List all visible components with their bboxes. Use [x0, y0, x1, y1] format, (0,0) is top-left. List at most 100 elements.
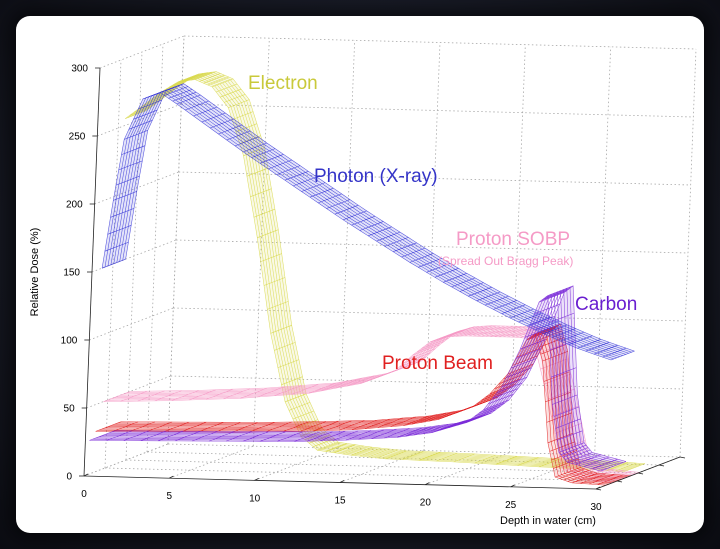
y-tick-label: 150 — [63, 268, 80, 279]
mesh-line-cross — [300, 421, 327, 432]
mesh-line-cross — [520, 339, 546, 350]
mesh-line-cross — [358, 429, 384, 440]
mesh-line-cross — [479, 403, 505, 414]
mesh-line-cross — [351, 446, 373, 456]
mesh-line-cross — [185, 100, 209, 111]
mesh-line-cross — [476, 291, 501, 302]
mesh-line-cross — [267, 301, 289, 310]
mesh-line-cross — [138, 99, 162, 110]
mesh-line-cross — [538, 337, 565, 348]
mesh-line-cross — [543, 288, 569, 300]
mesh-line-cross — [526, 316, 551, 327]
mesh-line-cross — [260, 431, 286, 442]
series-sublabel: (Spread Out Bragg Peak) — [438, 254, 573, 268]
dose-depth-chart: Electron Photon (X-ray) Proton SOBP (Spread… — [29, 35, 697, 527]
mesh-line-cross — [164, 86, 189, 96]
mesh-line-cross — [588, 474, 615, 485]
mesh-line-cross — [277, 431, 303, 442]
grid-line-floor — [510, 454, 595, 488]
mesh-line-cross — [101, 258, 126, 269]
mesh-line-cross — [193, 106, 218, 117]
mesh-line-cross — [417, 341, 445, 352]
mesh-line-cross — [542, 351, 568, 362]
mesh-line-cross — [477, 325, 505, 337]
mesh-line-cross — [418, 258, 442, 268]
mesh-line-cross — [235, 123, 258, 132]
mesh-line-cross — [301, 182, 326, 192]
mesh-line-cross — [226, 431, 252, 442]
mesh-line-cross — [309, 187, 334, 198]
mesh-line-cross — [198, 422, 224, 433]
mesh-line-cross — [113, 191, 137, 201]
mesh-line-cross — [177, 73, 200, 83]
mesh-line-cross — [520, 327, 548, 338]
mesh-line-cross — [434, 330, 462, 341]
mesh-line-cross — [232, 422, 258, 433]
mesh-line-cross — [392, 242, 417, 252]
mesh-line-cross — [186, 72, 208, 81]
mesh-line-cross — [243, 431, 269, 442]
mesh-line-cross — [191, 431, 218, 442]
mesh-line-cross — [368, 448, 390, 458]
mesh-line-cross — [124, 130, 148, 140]
mesh-line-cross — [602, 347, 627, 358]
mesh-line-cross — [371, 428, 397, 439]
mesh-line-cross — [266, 421, 292, 432]
y-tick-label: 0 — [66, 472, 72, 483]
mesh-line-cross — [551, 450, 577, 461]
mesh-line-cross — [115, 175, 140, 186]
mesh-line-cross — [277, 359, 300, 368]
mesh-line-cross — [332, 430, 359, 441]
mesh-line-cross — [498, 326, 526, 338]
x-tick — [254, 477, 259, 481]
x-tick-label: 20 — [420, 498, 432, 509]
mesh-line-cross — [228, 99, 250, 108]
x-tick — [83, 473, 89, 477]
mesh-line-cross — [342, 445, 364, 455]
mesh-line-cross — [585, 342, 610, 352]
grid-line-back-v — [423, 42, 441, 451]
mesh-line-cross — [251, 148, 276, 158]
mesh-line-cross — [484, 295, 509, 306]
mesh-line-cross — [421, 337, 449, 349]
mesh-line-cross — [174, 431, 201, 442]
mesh-line-cross — [281, 376, 303, 385]
mesh-line-cross — [474, 454, 496, 464]
mesh-line-cross — [422, 424, 449, 435]
mesh-line-cross — [549, 340, 576, 351]
x-tick-label: 10 — [249, 493, 261, 504]
mesh-line-cross — [367, 226, 392, 237]
mesh-line-cross — [426, 263, 451, 273]
series-label-photon-x-ray: Photon (X-ray) — [314, 166, 438, 187]
grid-line-back-v — [594, 46, 612, 455]
mesh-line-cross — [274, 342, 296, 351]
mesh-line-cross — [571, 473, 598, 484]
mesh-line-cross — [593, 344, 618, 355]
ribbon-fill — [102, 83, 635, 360]
mesh-line-cross — [412, 344, 440, 356]
mesh-line-cross — [604, 471, 632, 482]
mesh-line-cross — [199, 73, 221, 82]
mesh-line-cross — [552, 394, 578, 405]
mesh-line-cross — [481, 390, 507, 401]
mesh-line-cross — [451, 277, 476, 288]
mesh-line-cross — [270, 325, 292, 334]
x-tick-label: 0 — [81, 489, 87, 500]
grid-line-back-v — [679, 48, 697, 458]
mesh-line-cross — [313, 438, 335, 447]
series-label-proton-sobp: Proton SOBP — [456, 229, 570, 250]
mesh-line-cross — [317, 441, 339, 451]
mesh-line-cross — [249, 422, 275, 433]
mesh-line-cross — [215, 422, 241, 433]
mesh-line-cross — [460, 325, 488, 337]
mesh-line-cross — [515, 348, 541, 359]
mesh-line-cross — [364, 418, 391, 429]
grid-line-floor — [254, 447, 339, 481]
mesh-line-cross — [294, 431, 320, 442]
mesh-line-cross — [501, 377, 527, 388]
mesh-line-cross — [597, 474, 623, 485]
y-tick-label: 300 — [71, 64, 88, 75]
mesh-line-cross — [548, 312, 575, 323]
mesh-line-cross — [420, 412, 446, 423]
mesh-line-cross — [319, 430, 346, 442]
